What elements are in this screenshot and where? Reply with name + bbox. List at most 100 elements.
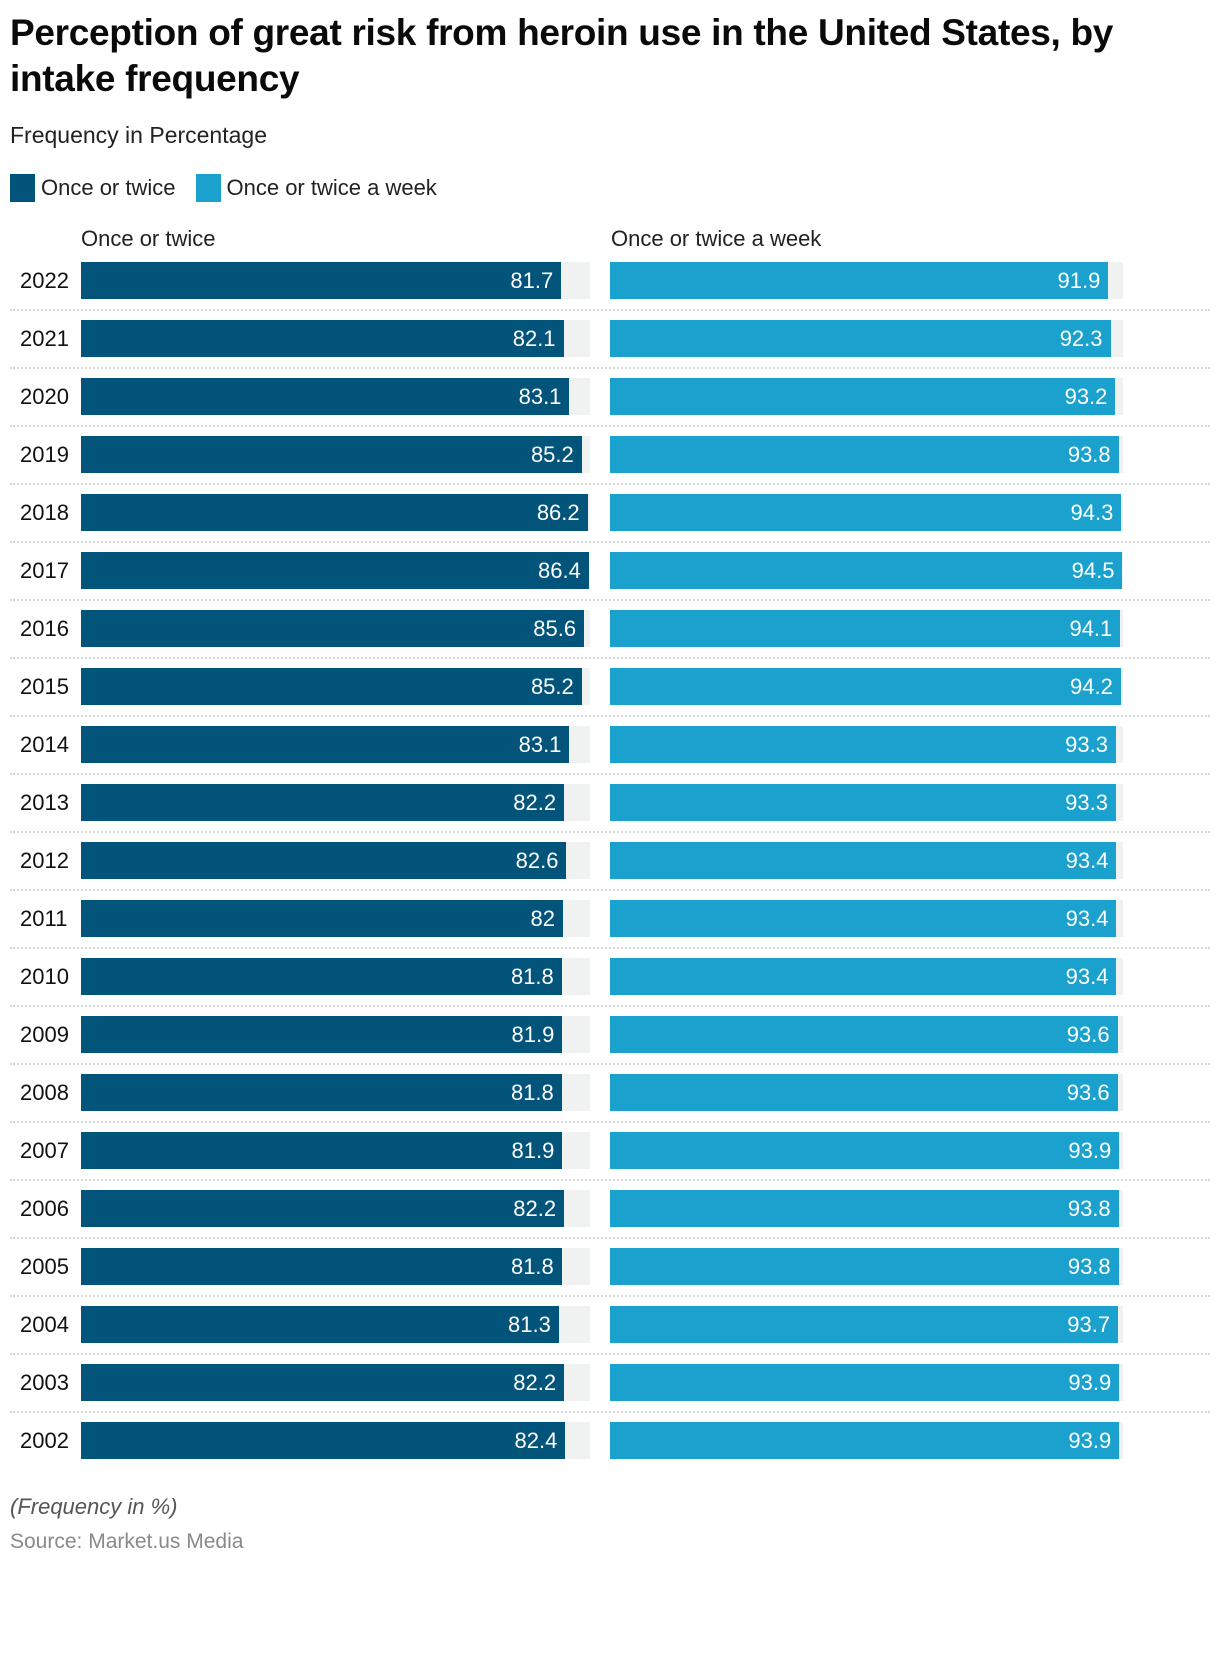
bar-once-or-twice-a-week-2010[interactable]: 93.4 xyxy=(610,958,1117,995)
panel-label-once-or-twice: Once or twice xyxy=(81,226,216,251)
data-label: 93.4 xyxy=(1065,964,1109,989)
data-label: 93.8 xyxy=(1067,442,1111,467)
data-label: 82.2 xyxy=(513,790,557,815)
bar-once-or-twice-2013[interactable]: 82.2 xyxy=(81,784,565,821)
bar-once-or-twice-a-week-2012[interactable]: 93.4 xyxy=(610,842,1117,879)
data-label: 93.4 xyxy=(1065,906,1109,931)
bar-once-or-twice-a-week-2022[interactable]: 91.9 xyxy=(610,262,1109,299)
year-label: 2022 xyxy=(20,268,69,293)
data-label: 93.9 xyxy=(1068,1138,1112,1163)
year-label: 2016 xyxy=(20,616,69,641)
bar-once-or-twice-2020[interactable]: 83.1 xyxy=(81,378,570,415)
row-separator xyxy=(10,1063,1210,1065)
data-label: 81.8 xyxy=(510,1080,554,1105)
bar-once-or-twice-2003[interactable]: 82.2 xyxy=(81,1364,565,1401)
bar-once-or-twice-a-week-2018[interactable]: 94.3 xyxy=(610,494,1122,531)
legend-label: Once or twice xyxy=(41,175,176,200)
bar-track: 93.6 xyxy=(610,1074,1123,1111)
bar-once-or-twice-a-week-2013[interactable]: 93.3 xyxy=(610,784,1116,821)
bar-once-or-twice-2018[interactable]: 86.2 xyxy=(81,494,588,531)
bar-once-or-twice-a-week-2015[interactable]: 94.2 xyxy=(610,668,1121,705)
bar-once-or-twice-2015[interactable]: 85.2 xyxy=(81,668,582,705)
row-separator xyxy=(10,657,1210,659)
bar-once-or-twice-2016[interactable]: 85.6 xyxy=(81,610,585,647)
bar-once-or-twice-a-week-2017[interactable]: 94.5 xyxy=(610,552,1123,589)
year-label: 2008 xyxy=(20,1080,69,1105)
year-label: 2019 xyxy=(20,442,69,467)
bar-track: 93.4 xyxy=(610,900,1123,937)
year-label: 2005 xyxy=(20,1254,69,1279)
bar-once-or-twice-2017[interactable]: 86.4 xyxy=(81,552,589,589)
bar-track: 86.2 xyxy=(81,494,590,531)
bar-once-or-twice-2006[interactable]: 82.2 xyxy=(81,1190,565,1227)
bar-once-or-twice-a-week-2016[interactable]: 94.1 xyxy=(610,610,1121,647)
bar-once-or-twice-2012[interactable]: 82.6 xyxy=(81,842,567,879)
bar-once-or-twice-a-week-2005[interactable]: 93.8 xyxy=(610,1248,1119,1285)
legend-swatch xyxy=(195,174,221,202)
bar-once-or-twice-a-week-2006[interactable]: 93.8 xyxy=(610,1190,1119,1227)
data-label: 91.9 xyxy=(1057,268,1101,293)
bar-once-or-twice-a-week-2014[interactable]: 93.3 xyxy=(610,726,1116,763)
row-separator xyxy=(10,541,1210,543)
bar-once-or-twice-2014[interactable]: 83.1 xyxy=(81,726,570,763)
bar-once-or-twice-a-week-2008[interactable]: 93.6 xyxy=(610,1074,1118,1111)
bar-track: 85.2 xyxy=(81,668,590,705)
bar-track: 93.9 xyxy=(610,1364,1123,1401)
bar-once-or-twice-a-week-2009[interactable]: 93.6 xyxy=(610,1016,1118,1053)
bar-once-or-twice-2005[interactable]: 81.8 xyxy=(81,1248,562,1285)
row-separator xyxy=(10,425,1210,427)
row-separator xyxy=(10,1353,1210,1355)
bar-once-or-twice-2021[interactable]: 82.1 xyxy=(81,320,564,357)
row-separator xyxy=(10,1237,1210,1239)
bar-once-or-twice-2011[interactable]: 82 xyxy=(81,900,563,937)
bar-once-or-twice-2019[interactable]: 85.2 xyxy=(81,436,582,473)
bar-track: 82.2 xyxy=(81,1190,590,1227)
bar-once-or-twice-a-week-2020[interactable]: 93.2 xyxy=(610,378,1116,415)
bar-once-or-twice-2008[interactable]: 81.8 xyxy=(81,1074,562,1111)
bar-track: 94.2 xyxy=(610,668,1123,705)
bar-once-or-twice-2002[interactable]: 82.4 xyxy=(81,1422,566,1459)
year-label: 2007 xyxy=(20,1138,69,1163)
bar-once-or-twice-a-week-2002[interactable]: 93.9 xyxy=(610,1422,1120,1459)
bar-once-or-twice-2007[interactable]: 81.9 xyxy=(81,1132,563,1169)
legend-item-once-or-twice-a-week[interactable]: Once or twice a week xyxy=(195,174,437,202)
row-separator xyxy=(10,599,1210,601)
data-label: 82.2 xyxy=(513,1196,557,1221)
bar-track: 81.8 xyxy=(81,1248,590,1285)
bar-once-or-twice-2010[interactable]: 81.8 xyxy=(81,958,562,995)
bar-once-or-twice-a-week-2007[interactable]: 93.9 xyxy=(610,1132,1120,1169)
bar-track: 93.4 xyxy=(610,958,1123,995)
data-label: 83.1 xyxy=(518,732,562,757)
bar-once-or-twice-a-week-2011[interactable]: 93.4 xyxy=(610,900,1117,937)
bar-track: 81.9 xyxy=(81,1016,590,1053)
bar-track: 93.3 xyxy=(610,726,1123,763)
bar-track: 94.1 xyxy=(610,610,1123,647)
bar-track: 93.3 xyxy=(610,784,1123,821)
year-label: 2002 xyxy=(20,1428,69,1453)
data-label: 94.2 xyxy=(1070,674,1113,699)
bar-track: 93.6 xyxy=(610,1016,1123,1053)
row-separator xyxy=(10,1295,1210,1297)
bar-once-or-twice-2022[interactable]: 81.7 xyxy=(81,262,562,299)
data-label: 93.8 xyxy=(1067,1254,1111,1279)
year-label: 2006 xyxy=(20,1196,69,1221)
row-separator xyxy=(10,1411,1210,1413)
row-separator xyxy=(10,773,1210,775)
bar-track: 93.8 xyxy=(610,1190,1123,1227)
bar-track: 81.8 xyxy=(81,958,590,995)
data-label: 94.1 xyxy=(1069,616,1113,641)
bar-once-or-twice-2009[interactable]: 81.9 xyxy=(81,1016,563,1053)
data-label: 81.3 xyxy=(508,1312,551,1337)
bar-track: 82 xyxy=(81,900,590,937)
bar-once-or-twice-a-week-2004[interactable]: 93.7 xyxy=(610,1306,1119,1343)
data-label: 81.8 xyxy=(510,964,554,989)
bar-once-or-twice-a-week-2019[interactable]: 93.8 xyxy=(610,436,1119,473)
row-separator xyxy=(10,831,1210,833)
bar-once-or-twice-2004[interactable]: 81.3 xyxy=(81,1306,559,1343)
data-label: 94.3 xyxy=(1070,500,1114,525)
data-label: 93.6 xyxy=(1066,1080,1110,1105)
legend-item-once-or-twice[interactable]: Once or twice xyxy=(10,174,176,202)
bar-once-or-twice-a-week-2021[interactable]: 92.3 xyxy=(610,320,1111,357)
chart-title: Perception of great risk from heroin use… xyxy=(10,12,1114,99)
bar-once-or-twice-a-week-2003[interactable]: 93.9 xyxy=(610,1364,1120,1401)
